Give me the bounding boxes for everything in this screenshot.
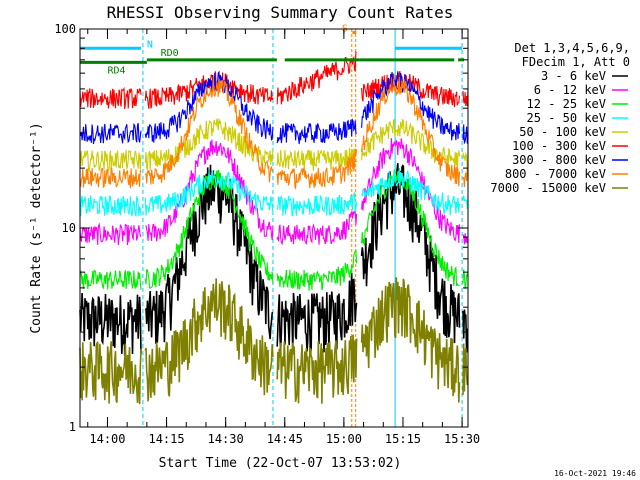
- legend-entry: 50 - 100 keV: [519, 125, 606, 139]
- series-line: [79, 118, 469, 173]
- legend-header-line-2: FDecim 1, Att 0: [522, 55, 630, 69]
- flag-label: RD0: [161, 48, 179, 59]
- series-line: [79, 76, 469, 191]
- legend-entry: 800 - 7000 keV: [505, 167, 606, 181]
- y-tick-label: 1: [69, 420, 76, 434]
- x-tick-label: 15:00: [326, 432, 362, 446]
- generation-timestamp: 16-Oct-2021 19:46: [554, 469, 636, 478]
- legend-entry: 7000 - 15000 keV: [490, 181, 606, 195]
- flag-label: RD4: [107, 65, 125, 76]
- legend-header-line-1: Det 1,3,4,5,6,9,: [514, 41, 630, 55]
- series-line: [79, 167, 469, 291]
- series-line: [79, 169, 469, 217]
- series-line: [79, 70, 469, 145]
- legend-entry: 12 - 25 keV: [527, 97, 606, 111]
- y-tick-label: 100: [54, 22, 76, 36]
- x-tick-label: 14:30: [208, 432, 244, 446]
- legend-entry: 3 - 6 keV: [541, 69, 606, 83]
- series-line: [79, 163, 469, 356]
- x-axis-label: Start Time (22-Oct-07 13:53:02): [159, 456, 402, 471]
- chart-title: RHESSI Observing Summary Count Rates: [107, 3, 454, 22]
- legend: Det 1,3,4,5,6,9, FDecim 1, Att 0 3 - 6 k…: [490, 41, 630, 195]
- series-line: [79, 277, 469, 405]
- x-tick-label: 14:15: [148, 432, 184, 446]
- x-tick-label: 14:00: [89, 432, 125, 446]
- axes-layer: 1 10 100 14:00 14:15 14:30 14:45 15:00 15:15 15:3…: [54, 22, 480, 446]
- x-tick-label: 14:45: [267, 432, 303, 446]
- legend-entry: 100 - 300 keV: [512, 139, 606, 153]
- legend-entry: 6 - 12 keV: [534, 83, 606, 97]
- flag-label: N: [147, 39, 153, 50]
- y-axis-label: Count Rate (s⁻¹ detector⁻¹): [29, 122, 44, 333]
- x-tick-label: 15:30: [444, 432, 480, 446]
- legend-entry: 300 - 800 keV: [512, 153, 606, 167]
- y-tick-label: 10: [62, 221, 76, 235]
- x-tick-label: 15:15: [385, 432, 421, 446]
- legend-entry: 25 - 50 keV: [527, 111, 606, 125]
- series-line: [79, 138, 469, 246]
